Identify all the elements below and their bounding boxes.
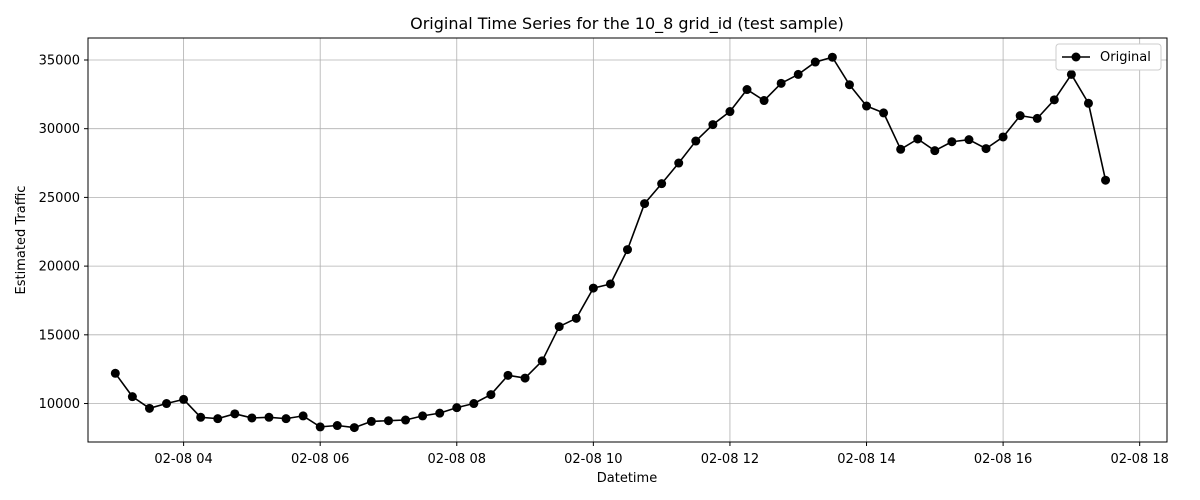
y-tick-label: 35000: [39, 53, 80, 68]
data-point: [1083, 98, 1093, 108]
data-point: [247, 413, 257, 423]
data-point: [691, 136, 701, 146]
x-tick-label: 02-08 12: [701, 452, 759, 467]
data-point: [230, 409, 240, 419]
x-tick-label: 02-08 06: [291, 452, 349, 467]
data-point: [554, 322, 564, 332]
data-point: [947, 137, 957, 147]
data-point: [827, 52, 837, 62]
data-point: [264, 412, 274, 422]
x-axis-ticks: 02-08 04 02-08 06 02-08 08 02-08 10 02-08 12…: [154, 442, 1169, 467]
data-point: [964, 135, 974, 145]
x-tick-label: 02-08 10: [564, 452, 622, 467]
data-point: [196, 412, 206, 422]
data-point: [1049, 95, 1059, 105]
data-point: [213, 414, 223, 424]
data-point: [503, 370, 513, 380]
data-point: [366, 416, 376, 426]
x-tick-label: 02-08 04: [154, 452, 212, 467]
y-tick-label: 10000: [39, 397, 80, 412]
data-point: [1015, 111, 1025, 121]
legend-box: [1055, 43, 1162, 71]
data-point: [810, 57, 820, 67]
data-point: [383, 416, 393, 426]
x-tick-label: 02-08 18: [1110, 452, 1168, 467]
data-point: [162, 399, 172, 409]
data-point: [349, 423, 359, 433]
data-point: [930, 146, 940, 156]
data-point: [759, 96, 769, 106]
data-point: [1032, 113, 1042, 123]
data-point: [657, 179, 667, 189]
data-point: [623, 245, 632, 255]
data-point: [742, 85, 752, 95]
x-tick-label: 02-08 16: [974, 452, 1032, 467]
x-axis-title: Datetime: [597, 471, 657, 486]
data-point: [486, 390, 496, 400]
data-point: [844, 80, 854, 90]
data-point: [862, 101, 872, 111]
data-point: [435, 408, 445, 418]
data-point: [418, 411, 428, 421]
y-tick-label: 20000: [39, 260, 80, 275]
data-point: [469, 399, 479, 409]
data-point: [588, 283, 598, 293]
data-point: [793, 69, 803, 79]
x-tick-label: 02-08 14: [837, 452, 895, 467]
data-point: [879, 108, 889, 118]
data-point: [981, 144, 991, 154]
x-tick-label: 02-08 08: [428, 452, 486, 467]
data-point: [537, 356, 547, 366]
plot-area-frame: [87, 37, 1168, 443]
data-point: [315, 422, 325, 432]
series-original: [110, 52, 1111, 433]
y-tick-label: 15000: [39, 328, 80, 343]
data-point: [520, 373, 530, 383]
data-point: [298, 411, 308, 421]
legend: Original: [1055, 43, 1162, 71]
y-tick-label: 25000: [39, 191, 80, 206]
data-point: [401, 415, 411, 425]
data-point: [998, 132, 1008, 142]
data-point: [640, 199, 650, 209]
data-point: [776, 78, 786, 88]
data-point: [913, 134, 923, 144]
data-point: [896, 144, 906, 154]
data-point: [332, 421, 342, 431]
data-point: [281, 414, 291, 424]
data-point: [179, 394, 189, 404]
legend-marker-sample: [1071, 52, 1081, 62]
data-point: [452, 403, 462, 413]
legend-label-original: Original: [1100, 50, 1151, 65]
data-point: [144, 403, 154, 413]
data-point: [674, 158, 684, 168]
data-point: [725, 107, 735, 117]
y-tick-label: 30000: [39, 122, 80, 137]
data-point: [708, 120, 718, 130]
data-point: [605, 279, 615, 289]
y-axis-title: Estimated Traffic: [14, 186, 29, 295]
data-point: [110, 368, 120, 378]
data-point: [1101, 175, 1111, 185]
data-point: [1066, 69, 1076, 79]
data-point: [571, 313, 581, 323]
data-point: [127, 392, 137, 402]
y-axis-ticks: 10000 15000 20000 25000 30000 35000: [39, 53, 88, 412]
chart-title: Original Time Series for the 10_8 grid_i…: [410, 14, 844, 34]
